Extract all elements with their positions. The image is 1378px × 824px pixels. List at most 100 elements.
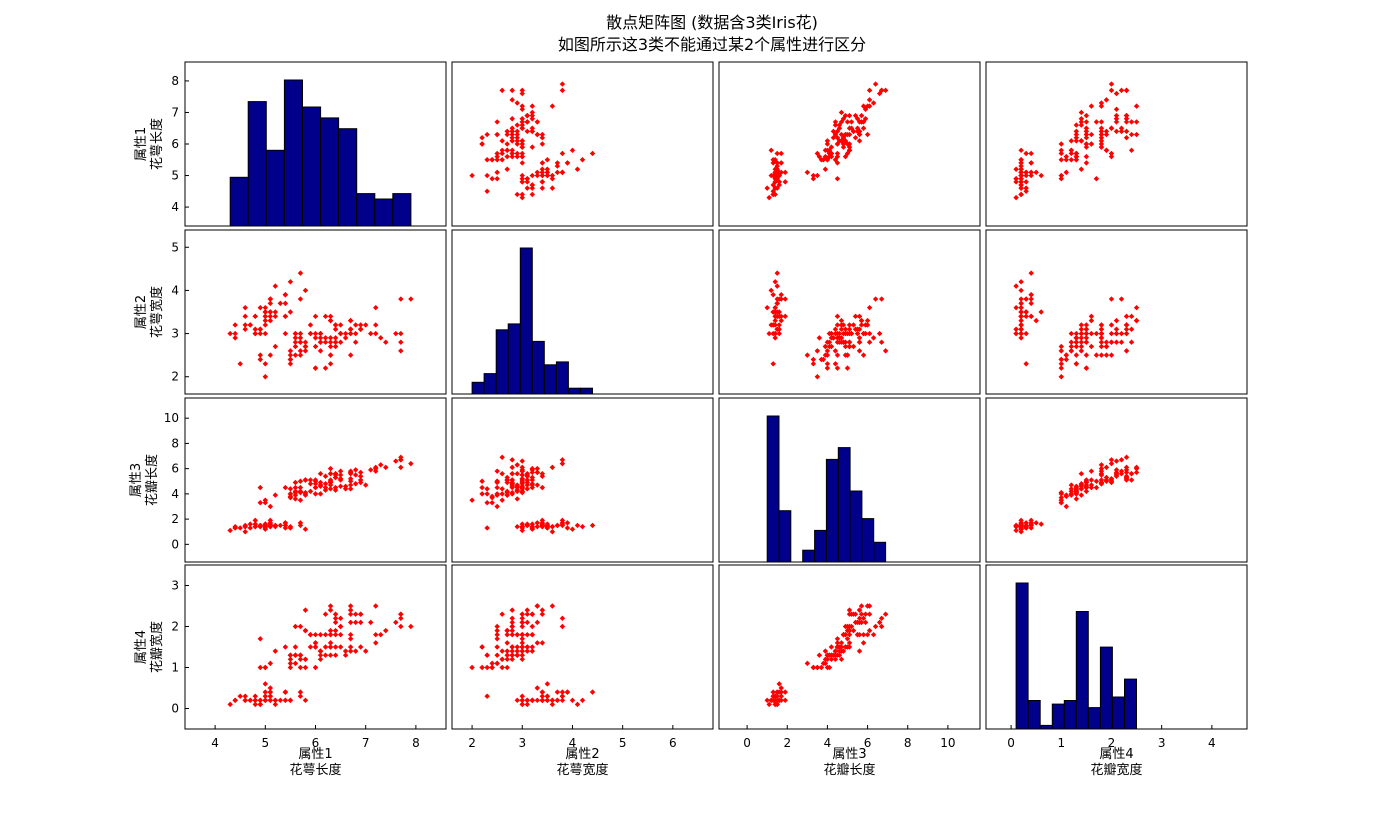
scatter-point [1083, 352, 1090, 358]
scatter-point [519, 623, 525, 630]
scatter-point [267, 352, 274, 358]
scatter-point [810, 356, 817, 363]
scatter-point [292, 330, 299, 337]
scatter-point [519, 697, 525, 704]
scatter-point [1093, 478, 1100, 484]
scatter-point [1058, 141, 1065, 147]
scatter-point [554, 163, 561, 169]
scatter-point [494, 644, 500, 650]
scatter-point [814, 374, 821, 380]
scatter-point [287, 486, 294, 492]
scatter-point [1013, 283, 1019, 289]
scatter-point [272, 283, 279, 289]
scatter-point [559, 697, 566, 704]
scatter-point [408, 296, 414, 302]
y-tick-label: 5 [171, 240, 179, 254]
scatter-point [569, 147, 576, 154]
scatter-point [870, 100, 877, 106]
scatter-point [828, 144, 835, 150]
scatter-point [559, 457, 566, 463]
hist-bar [247, 101, 267, 227]
scatter-point [237, 361, 243, 367]
scatter-point [1123, 330, 1130, 337]
scatter-point [322, 611, 329, 617]
scatter-point [1013, 304, 1019, 311]
scatter-point [247, 525, 253, 531]
scatter-point [778, 317, 784, 324]
scatter-point [408, 460, 414, 467]
scatter-point [1123, 128, 1130, 135]
scatter-point [836, 122, 843, 128]
scatter-point [1028, 150, 1034, 157]
scatter-point [504, 640, 510, 646]
scatter-point [297, 497, 304, 503]
hist-bar [302, 106, 322, 227]
scatter-point [262, 317, 269, 324]
scatter-point [494, 175, 500, 182]
scatter-point [822, 166, 829, 172]
scatter-point [1018, 287, 1024, 294]
scatter-point [544, 525, 551, 531]
scatter-point [347, 330, 354, 337]
scatter-point [1093, 119, 1100, 125]
scatter-point [297, 693, 304, 699]
y-tick-label: 2 [171, 512, 179, 526]
scatter-point [519, 631, 525, 638]
y-axis-label: 属性4 [134, 630, 149, 664]
scatter-point [864, 317, 871, 324]
scatter-point [327, 607, 334, 613]
scatter-point [778, 160, 784, 166]
hist-bar [555, 361, 569, 395]
scatter-point [858, 112, 865, 119]
scatter-point [1093, 175, 1100, 182]
scatter-point [524, 470, 531, 477]
scatter-point [398, 457, 404, 463]
scatter-point [559, 693, 566, 699]
scatter-point [489, 499, 495, 506]
scatter-point [1108, 322, 1115, 328]
scatter-point [529, 185, 536, 191]
scatter-point [277, 522, 284, 529]
scatter-point [1058, 494, 1065, 501]
scatter-point [1073, 122, 1080, 128]
scatter-point [398, 615, 404, 622]
scatter-point [826, 664, 833, 671]
scatter-point [524, 119, 531, 125]
scatter-point [519, 468, 525, 474]
scatter-point [1083, 141, 1090, 147]
scatter-point [844, 141, 851, 147]
scatter-point [1113, 339, 1120, 345]
scatter-point [559, 615, 566, 622]
hist-bar [471, 381, 485, 395]
panel-r3-c4 [985, 397, 1248, 563]
scatter-point [1113, 458, 1120, 464]
scatter-point [257, 304, 264, 311]
scatter-point [852, 134, 859, 141]
scatter-point [332, 627, 339, 634]
scatter-point [882, 611, 889, 617]
scatter-point [327, 652, 334, 658]
scatter-point [373, 322, 379, 328]
scatter-point [846, 644, 853, 650]
y-tick-label: 2 [171, 370, 179, 384]
scatter-point [524, 607, 531, 613]
scatter-point [519, 191, 525, 198]
scatter-point [838, 317, 845, 324]
scatter-point [242, 322, 248, 328]
hist-bar [374, 198, 394, 227]
scatter-point [322, 652, 329, 658]
scatter-point [317, 330, 324, 337]
scatter-point [504, 166, 510, 172]
scatter-point [479, 141, 485, 147]
scatter-point [866, 330, 873, 337]
scatter-point [357, 619, 364, 626]
scatter-point [529, 648, 536, 654]
scatter-point [484, 652, 490, 658]
scatter-point [872, 296, 879, 302]
chart-title-line1: 散点矩阵图 (数据含3类Iris花) [606, 13, 818, 32]
hist-bar [265, 149, 285, 227]
hist-bar [766, 415, 780, 563]
scatter-point [1123, 454, 1130, 461]
scatter-point [1018, 313, 1024, 320]
y-tick-label: 8 [171, 74, 179, 88]
